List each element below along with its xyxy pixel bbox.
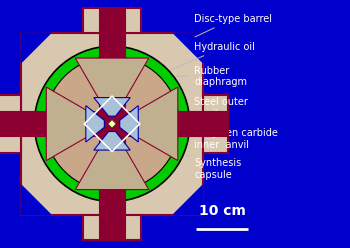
- Circle shape: [35, 47, 189, 201]
- Bar: [203, 95, 228, 153]
- Bar: [0, 111, 228, 136]
- Bar: [108, 120, 116, 128]
- Polygon shape: [86, 106, 104, 142]
- Polygon shape: [94, 98, 130, 116]
- Text: Steel outer
anvil: Steel outer anvil: [134, 87, 248, 119]
- Text: Hydraulic oil: Hydraulic oil: [165, 42, 255, 72]
- Circle shape: [45, 57, 179, 191]
- Polygon shape: [75, 149, 149, 189]
- Text: Tungsten carbide
inner  anvil: Tungsten carbide inner anvil: [129, 113, 278, 150]
- Polygon shape: [137, 87, 178, 160]
- Bar: [83, 8, 141, 33]
- Polygon shape: [94, 131, 130, 150]
- Polygon shape: [21, 33, 51, 62]
- Polygon shape: [46, 87, 87, 160]
- Bar: [83, 215, 141, 240]
- Text: Disc-type barrel: Disc-type barrel: [194, 14, 272, 37]
- Polygon shape: [173, 185, 203, 215]
- Polygon shape: [21, 185, 51, 215]
- Bar: [21, 33, 203, 215]
- Text: 10 cm: 10 cm: [199, 204, 246, 217]
- Polygon shape: [75, 58, 149, 99]
- Circle shape: [34, 46, 190, 201]
- Polygon shape: [173, 33, 203, 62]
- Bar: [0, 95, 21, 153]
- Text: Rubber
diaphragm: Rubber diaphragm: [176, 66, 247, 87]
- Bar: [99, 8, 125, 240]
- Text: Synthesis
capsule: Synthesis capsule: [117, 125, 242, 180]
- Polygon shape: [120, 106, 138, 142]
